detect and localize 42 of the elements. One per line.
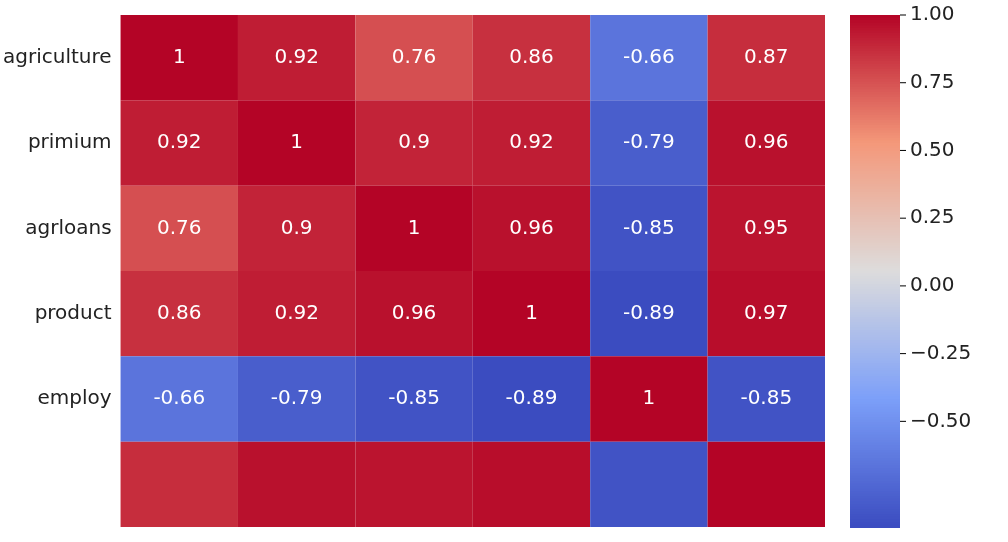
color-bar-label: −0.50 xyxy=(910,407,972,432)
data-label: 1 xyxy=(172,43,186,68)
data-label: 0.92 xyxy=(274,299,319,324)
data-label: 1 xyxy=(642,385,656,410)
y-tick-label: agrloans xyxy=(25,214,112,239)
y-tick-label: product xyxy=(34,299,112,324)
data-label: 0.96 xyxy=(744,129,789,154)
data-label: 0.86 xyxy=(509,43,554,68)
data-label: 0.92 xyxy=(274,43,319,68)
data-label: -0.66 xyxy=(623,43,675,68)
data-label: 0.76 xyxy=(391,43,437,68)
data-label: 1 xyxy=(525,299,538,324)
data-label: -0.79 xyxy=(270,385,323,410)
data-label: 0.9 xyxy=(398,129,430,154)
data-label: 0.86 xyxy=(157,299,202,324)
color-bar-label: 0.75 xyxy=(910,68,955,93)
data-label: 1 xyxy=(407,214,421,239)
data-label: -0.79 xyxy=(623,129,675,154)
data-label: -0.89 xyxy=(623,299,675,324)
data-label: 0.96 xyxy=(509,214,554,239)
y-tick-label: employ xyxy=(37,385,112,410)
data-label: 0.92 xyxy=(509,129,554,154)
data-label: -0.89 xyxy=(505,385,558,410)
data-label: 0.95 xyxy=(744,214,789,239)
data-label: 0.96 xyxy=(391,299,437,324)
data-label: 0.92 xyxy=(157,129,202,154)
data-label: -0.66 xyxy=(153,385,206,410)
data-label: -0.85 xyxy=(623,214,675,239)
data-label: 1 xyxy=(290,129,304,154)
data-label: -0.85 xyxy=(740,385,793,410)
y-tick-label: agriculture xyxy=(2,43,112,68)
y-tick-label: primium xyxy=(27,129,112,154)
data-label: -0.85 xyxy=(388,385,440,410)
color-bar-label: 0.00 xyxy=(910,272,955,297)
data-label: 0.9 xyxy=(280,214,313,239)
color-bar-label: 1.00 xyxy=(910,1,955,26)
color-bar-label: −0.25 xyxy=(910,339,972,364)
data-label: 0.87 xyxy=(744,43,789,68)
color-bar-label: 0.50 xyxy=(910,136,955,161)
data-label: 0.97 xyxy=(744,299,789,324)
data-label: 0.76 xyxy=(157,214,202,239)
color-bar-label: 0.25 xyxy=(910,204,955,229)
